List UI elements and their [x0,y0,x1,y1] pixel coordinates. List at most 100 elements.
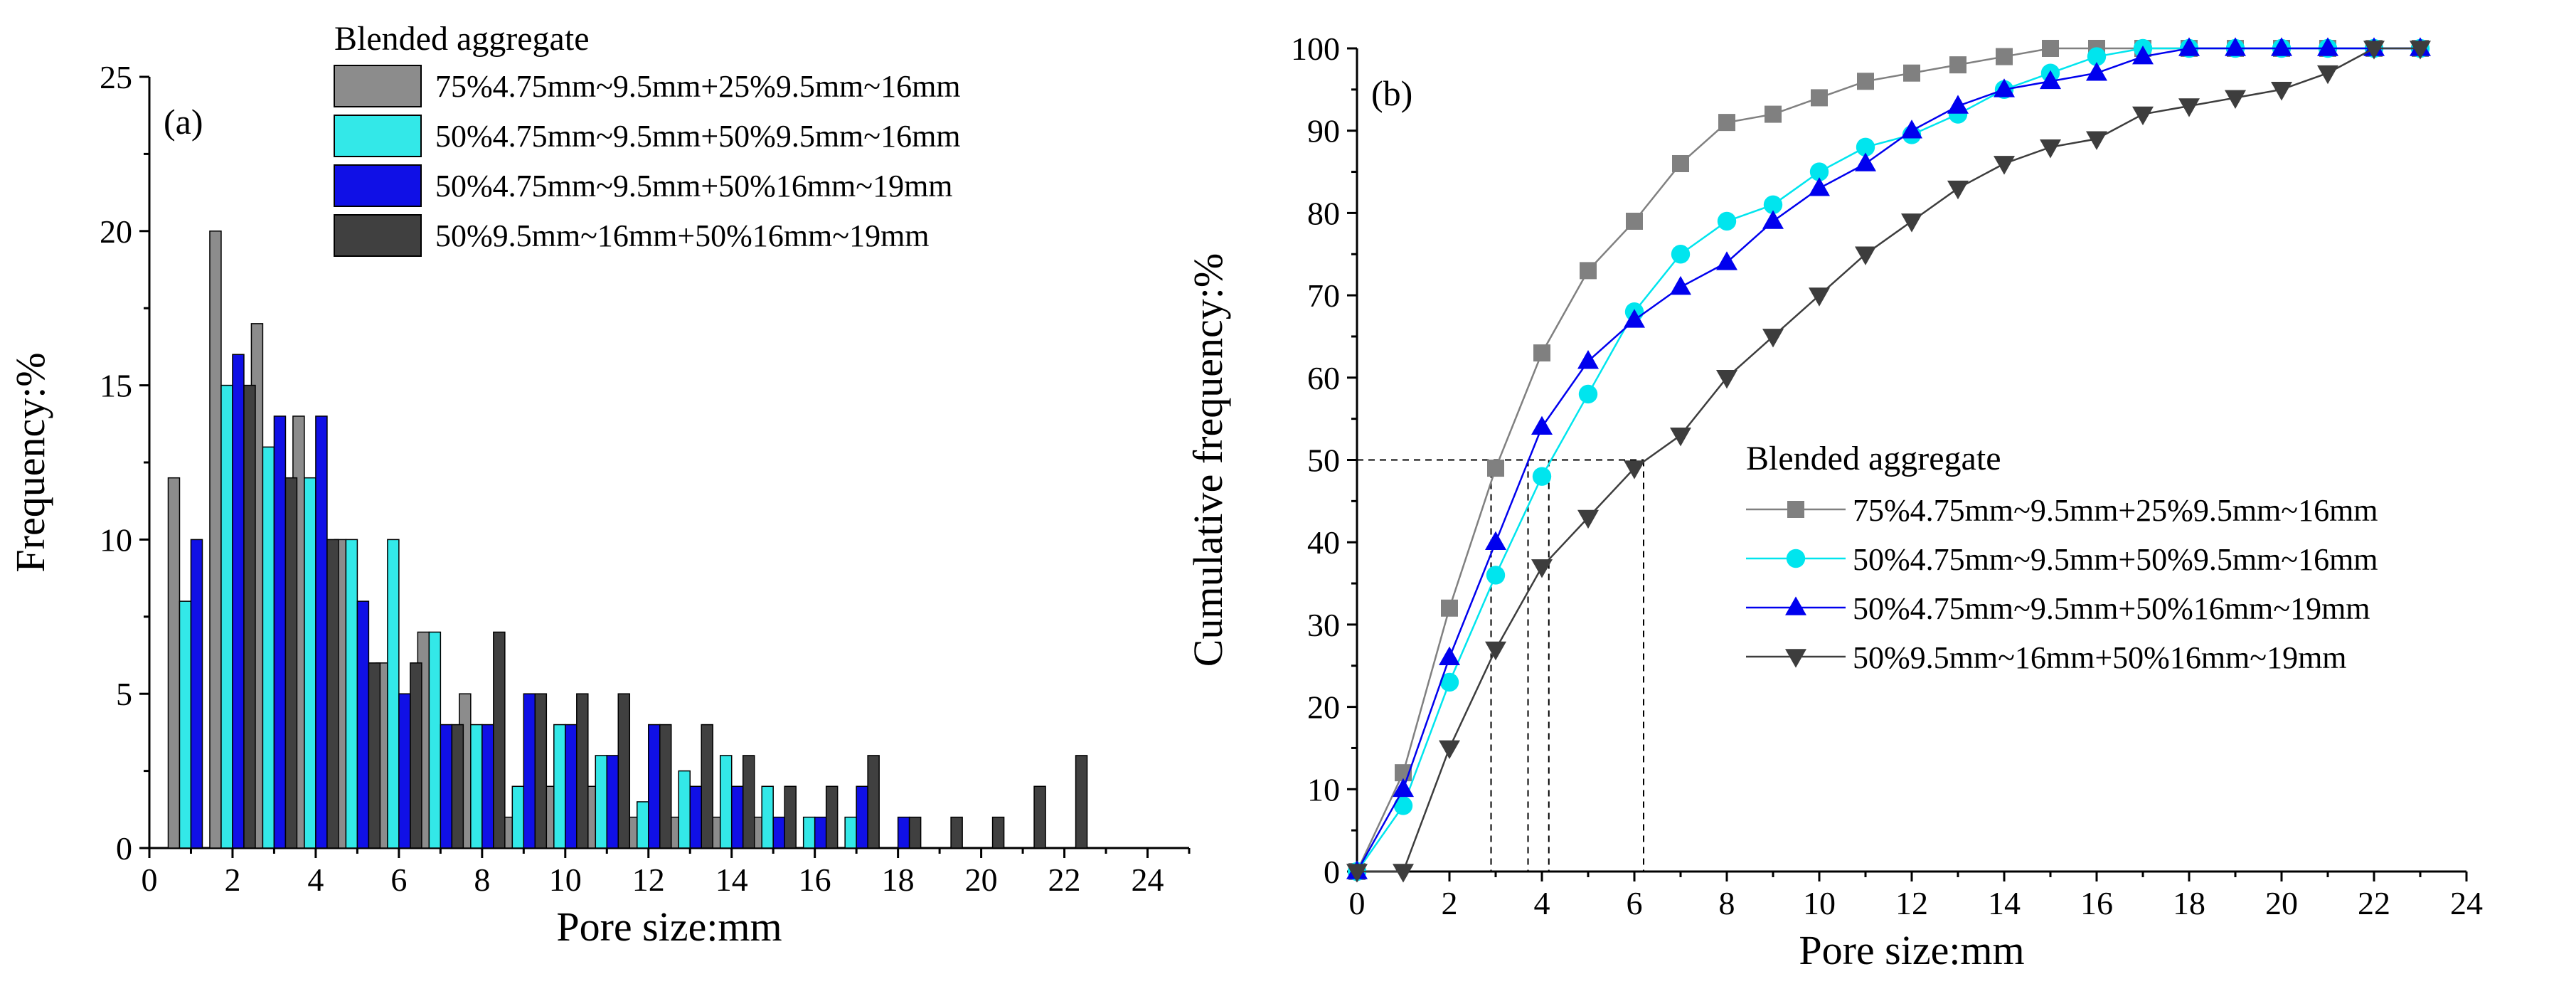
bar [648,724,661,849]
bar [730,785,744,849]
marker-triangle-down [1346,864,1368,883]
marker-square [1996,48,2013,65]
bar [511,785,525,849]
bar [428,631,442,849]
marker-triangle-down [2040,139,2061,159]
marker-triangle-down [1439,740,1460,760]
bar [659,724,672,849]
legend-swatch [334,65,422,107]
y-tick-label: 50 [1307,443,1340,479]
x-tick-label: 24 [1132,862,1164,898]
bar [678,770,691,849]
marker-triangle-down [1901,213,1922,233]
bar [802,816,816,849]
y-tick-label: 100 [1291,31,1340,67]
marker-triangle-up [2086,62,2107,81]
marker-square [1811,89,1828,107]
marker-triangle-down [1670,427,1691,447]
x-tick-label: 0 [142,862,158,898]
marker-square [1533,344,1550,362]
bar [493,631,506,849]
marker-triangle-up [1531,415,1553,435]
marker-triangle-down [1577,509,1599,529]
marker-circle [1439,672,1459,692]
legend-label: 50%9.5mm~16mm+50%16mm~19mm [435,218,930,253]
marker-circle [1763,195,1783,215]
bar-series [243,384,1088,849]
bar [689,785,702,849]
bar [576,693,589,849]
bar [304,477,316,849]
legend-a: Blended aggregate 75%4.75mm~9.5mm+25%9.5m… [334,20,961,257]
bar [606,755,619,849]
x-tick-label: 6 [390,862,407,898]
bar [772,816,785,849]
legend-label: 50%4.75mm~9.5mm+50%9.5mm~16mm [435,119,961,154]
x-tick-label: 0 [1349,885,1366,921]
marker-triangle-down [2178,98,2200,117]
marker-square [1626,212,1643,230]
x-tick-label: 18 [882,862,915,898]
marker-circle [1532,467,1552,486]
line-series [1348,40,2429,880]
bar [719,755,733,849]
x-tick-label: 10 [549,862,582,898]
x-tick-label: 20 [2265,885,2298,921]
marker-triangle-down [2363,41,2385,60]
bar [451,724,464,849]
marker-square [1765,105,1782,123]
bar [368,662,381,849]
bar [867,755,880,849]
marker-triangle-up [2132,45,2154,65]
legend-label: 50%4.75mm~9.5mm+50%9.5mm~16mm [1853,542,2378,577]
y-tick-label: 20 [100,213,132,250]
y-tick-label: 20 [1307,689,1340,726]
bar [950,816,963,849]
x-tick-label: 4 [1534,885,1550,921]
bar [190,539,203,849]
x-tick-label: 6 [1627,885,1643,921]
bar [179,600,192,849]
line-series [1346,41,2431,883]
marker-circle [1786,549,1806,568]
marker-circle [1393,796,1413,815]
marker-square [1487,460,1504,477]
y-tick-label: 0 [116,830,132,867]
bar [825,785,839,849]
bar [243,384,256,849]
y-axis-title: Cumulative frequency:% [1185,253,1231,667]
bar [345,539,358,849]
marker-square [1580,262,1597,280]
bar [897,816,910,849]
marker-triangle-down [2317,65,2338,85]
bar [637,801,649,849]
bar [595,755,608,849]
marker-square [2042,40,2059,57]
marker-triangle-up [1577,350,1599,369]
marker-triangle-down [1947,180,1969,200]
y-tick-label: 10 [100,521,132,558]
legend-swatch [334,115,422,157]
series-line [1356,47,2420,872]
marker-triangle-down [1809,287,1830,307]
marker-triangle-up [2317,37,2338,56]
marker-triangle-down [1485,641,1506,661]
marker-circle [1717,211,1737,231]
x-tick-label: 12 [1895,885,1928,921]
bar [262,446,275,849]
marker-triangle-up [2178,37,2200,56]
x-axis-title: Pore size:mm [556,904,782,950]
bar [220,384,233,849]
marker-triangle-up [1624,309,1645,328]
x-tick-label: 4 [307,862,324,898]
y-tick-label: 15 [100,368,132,404]
bar [784,785,797,849]
x-tick-label: 16 [2080,885,2113,921]
bar [908,816,922,849]
x-tick-label: 22 [2358,885,2390,921]
x-tick-label: 2 [224,862,240,898]
legend-title: Blended aggregate [334,20,590,58]
bar-series [190,354,910,849]
y-tick-label: 90 [1307,113,1340,149]
